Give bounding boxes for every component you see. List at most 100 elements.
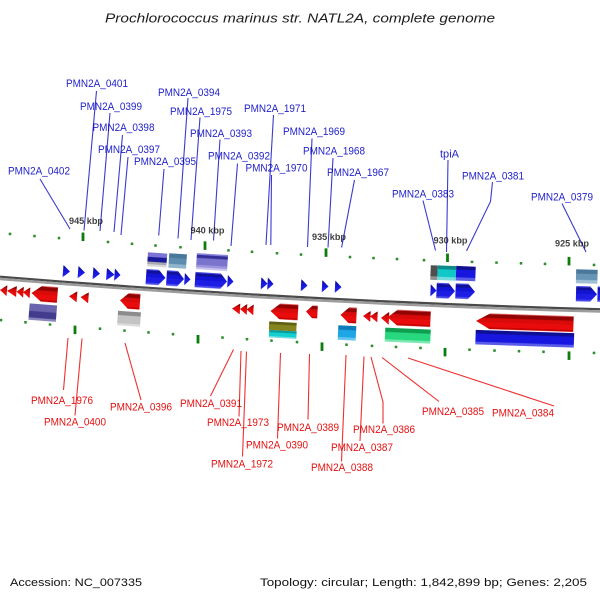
gene-arrow-plus[interactable] (166, 270, 184, 287)
gene-label[interactable]: PMN2A_0389 (277, 422, 339, 434)
scale-tick-minor (592, 263, 596, 267)
scale-label: 935 kbp (312, 232, 346, 243)
gene-label[interactable]: PMN2A_0381 (462, 171, 524, 183)
gene-arrow-minus[interactable] (363, 310, 371, 322)
gene-label[interactable]: PMN2A_1968 (303, 146, 365, 158)
scale-tick-minor (57, 236, 61, 240)
gene-arrow-minus[interactable] (306, 305, 318, 319)
gene-label[interactable]: PMN2A_0394 (158, 87, 220, 99)
gene-arrow-plus[interactable] (77, 265, 86, 279)
gene-arrow-plus[interactable] (62, 264, 71, 278)
gene-arrow-plus[interactable] (575, 286, 597, 302)
gene-arrow-plus[interactable] (184, 272, 191, 286)
gene-label[interactable]: PMN2A_0391 (180, 398, 242, 410)
gene-arrow-plus[interactable] (300, 279, 308, 292)
gene-arrow-plus[interactable] (92, 266, 101, 280)
feature-box-minus[interactable] (28, 303, 58, 322)
gene-arrow-minus[interactable] (370, 311, 378, 323)
feature-box-plus[interactable] (168, 253, 187, 269)
gene-label[interactable]: PMN2A_0400 (44, 417, 106, 429)
scale-tick-minor (250, 250, 254, 254)
gene-label[interactable]: PMN2A_1976 (31, 395, 93, 407)
gene-label[interactable]: PMN2A_0393 (190, 128, 252, 140)
scale-tick-major (567, 351, 571, 360)
gene-arrow-minus[interactable] (0, 285, 8, 297)
scale-tick-minor (154, 244, 157, 247)
feature-box-plus[interactable] (437, 265, 457, 281)
feature-box-plus[interactable] (575, 269, 598, 284)
gene-label[interactable]: tpiA (440, 149, 460, 161)
scale-tick-major (324, 248, 328, 257)
scale-tick-minor (422, 258, 426, 262)
gene-arrow-plus[interactable] (597, 286, 600, 303)
scale-tick-minor (221, 336, 224, 339)
gene-label[interactable]: PMN2A_0388 (311, 462, 373, 474)
gene-arrow-minus[interactable] (16, 286, 24, 298)
gene-arrow-minus[interactable] (381, 311, 390, 325)
feature-box-minus[interactable] (475, 329, 575, 348)
gene-label[interactable]: PMN2A_0402 (8, 166, 70, 178)
gene-label[interactable]: PMN2A_1970 (246, 163, 308, 175)
scale-tick-minor (299, 253, 303, 256)
scale-tick-minor (519, 262, 523, 265)
feature-box-plus[interactable] (147, 252, 168, 268)
gene-arrow-minus[interactable] (232, 303, 241, 315)
gene-arrow-minus[interactable] (270, 303, 299, 321)
gene-arrow-minus[interactable] (476, 313, 574, 333)
gene-arrow-plus[interactable] (334, 280, 342, 294)
gene-arrow-plus[interactable] (114, 268, 121, 281)
scale-tick-minor (147, 331, 150, 334)
gene-arrow-plus[interactable] (430, 284, 437, 297)
gene-arrow-plus[interactable] (436, 282, 455, 299)
gene-label[interactable]: PMN2A_0397 (98, 144, 160, 156)
gene-arrow-minus[interactable] (23, 287, 31, 299)
gene-arrow-plus[interactable] (267, 277, 274, 290)
gene-label[interactable]: PMN2A_0395 (134, 156, 196, 168)
feature-box-minus[interactable] (268, 321, 297, 332)
gene-arrow-minus[interactable] (31, 285, 59, 304)
gene-arrow-minus[interactable] (119, 292, 141, 310)
feature-box-minus[interactable] (117, 310, 141, 327)
feature-box-minus[interactable] (337, 325, 357, 341)
gene-label[interactable]: PMN2A_0385 (422, 406, 484, 418)
gene-label[interactable]: PMN2A_0379 (531, 192, 593, 204)
gene-arrow-minus[interactable] (240, 303, 248, 315)
gene-arrows-layer (0, 264, 600, 333)
gene-label[interactable]: PMN2A_0386 (353, 424, 415, 436)
gene-arrow-minus[interactable] (340, 307, 357, 324)
gene-label[interactable]: PMN2A_0399 (80, 101, 142, 113)
gene-arrow-plus[interactable] (106, 267, 115, 281)
gene-label[interactable]: PMN2A_0396 (110, 402, 172, 414)
gene-label[interactable]: PMN2A_0398 (93, 122, 155, 134)
feature-box-plus[interactable] (195, 253, 229, 272)
gene-label[interactable]: PMN2A_0401 (66, 78, 128, 90)
feature-box-minus[interactable] (384, 327, 431, 344)
gene-label[interactable]: PMN2A_1973 (207, 417, 269, 429)
gene-arrow-minus[interactable] (80, 292, 89, 304)
gene-arrow-plus[interactable] (227, 274, 234, 288)
gene-label[interactable]: PMN2A_1972 (211, 459, 273, 471)
gene-label[interactable]: PMN2A_1969 (283, 126, 345, 138)
feature-box-plus[interactable] (455, 265, 476, 282)
scale-tick-major (73, 325, 77, 335)
gene-label[interactable]: PMN2A_1967 (327, 167, 389, 179)
ticks-layer (0, 232, 596, 360)
gene-arrow-plus[interactable] (455, 283, 475, 300)
gene-label[interactable]: PMN2A_0383 (392, 189, 454, 201)
gene-arrow-plus[interactable] (260, 277, 268, 290)
gene-label[interactable]: PMN2A_1975 (170, 106, 232, 118)
gene-arrow-minus[interactable] (69, 291, 78, 303)
gene-arrow-plus[interactable] (321, 279, 329, 293)
gene-arrow-minus[interactable] (7, 285, 17, 297)
gene-arrow-plus[interactable] (194, 271, 228, 289)
gene-label[interactable]: PMN2A_0390 (246, 440, 308, 452)
gene-arrow-plus[interactable] (145, 268, 166, 286)
gene-label[interactable]: PMN2A_1971 (244, 103, 306, 115)
gene-label[interactable]: PMN2A_0387 (331, 442, 393, 454)
gene-label[interactable]: PMN2A_0392 (208, 151, 270, 163)
feature-box-minus[interactable] (268, 329, 297, 339)
gene-arrow-minus[interactable] (387, 309, 431, 328)
gene-arrow-minus[interactable] (246, 304, 254, 316)
gene-label[interactable]: PMN2A_0384 (492, 408, 554, 420)
feature-box-plus[interactable] (430, 265, 438, 281)
